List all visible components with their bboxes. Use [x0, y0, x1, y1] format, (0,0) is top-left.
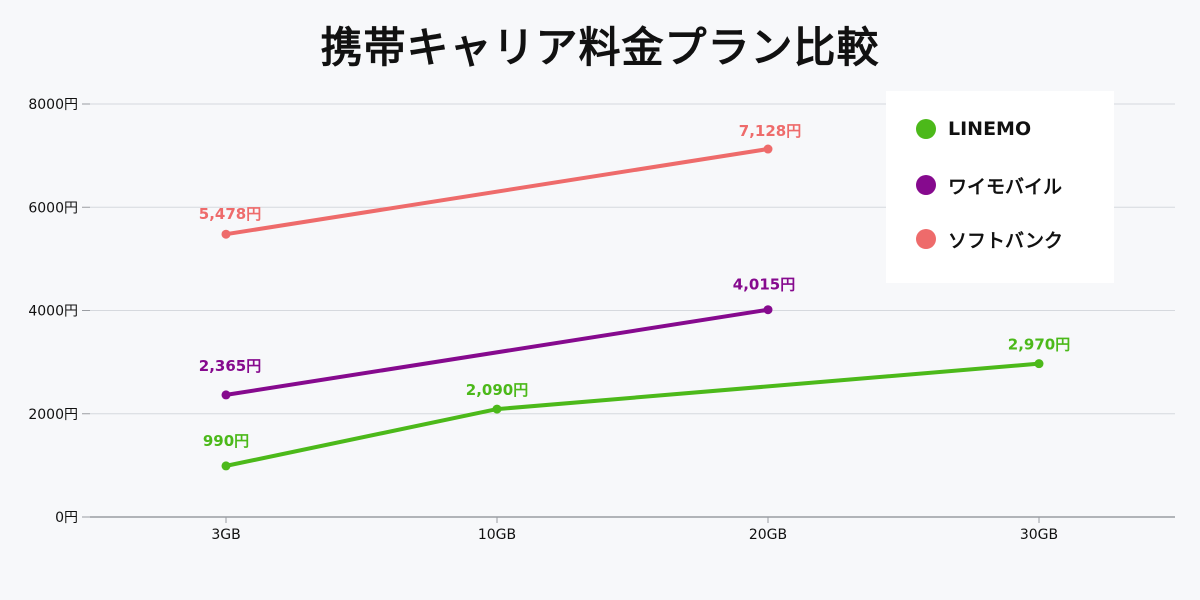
legend-swatch-softbank — [916, 229, 936, 249]
x-tick-label: 30GB — [1020, 527, 1058, 543]
x-tick-label: 20GB — [749, 527, 787, 543]
chart-title: 携帯キャリア料金プラン比較 — [320, 23, 880, 72]
y-tick-label: 6000円 — [28, 200, 78, 216]
y-tick-label: 0円 — [55, 510, 78, 526]
data-point — [763, 305, 773, 315]
series-line-0 — [224, 361, 1041, 468]
legend-item-softbank[interactable]: ソフトバンク — [916, 227, 1063, 252]
legend: LINEMO ワイモバイル ソフトバンク — [886, 91, 1114, 283]
data-point — [221, 229, 231, 239]
legend-swatch-ymobile — [916, 175, 936, 195]
data-label: 990円 — [203, 432, 249, 450]
legend-label-linemo: LINEMO — [948, 118, 1032, 140]
data-point — [492, 404, 502, 414]
y-tick-label: 2000円 — [28, 407, 78, 423]
legend-label-ymobile: ワイモバイル — [948, 175, 1063, 198]
data-point — [221, 461, 231, 471]
data-point — [221, 390, 231, 400]
legend-label-softbank: ソフトバンク — [948, 229, 1063, 252]
data-point — [1034, 359, 1044, 369]
data-label: 4,015円 — [733, 276, 795, 294]
x-tick-label: 3GB — [211, 527, 240, 543]
data-labels: 990円 2,090円 2,970円 2,365円 4,015円 5,478円 7,128円 — [199, 122, 1070, 450]
data-label: 2,090円 — [466, 381, 528, 399]
y-tick-label: 8000円 — [28, 97, 78, 113]
data-point — [763, 144, 773, 154]
legend-item-ymobile[interactable]: ワイモバイル — [916, 173, 1063, 198]
data-label: 2,970円 — [1008, 336, 1070, 354]
y-tick-label: 4000円 — [28, 304, 78, 320]
data-label: 5,478円 — [199, 205, 261, 223]
legend-swatch-linemo — [916, 119, 936, 139]
data-label: 7,128円 — [739, 122, 801, 140]
series-line-2 — [224, 147, 770, 237]
axes: 0円 2000円 4000円 6000円 8000円 3GB 10GB 20GB 30GB — [28, 97, 1175, 543]
x-tick-label: 10GB — [478, 527, 516, 543]
series-lines — [221, 144, 1044, 471]
legend-item-linemo[interactable]: LINEMO — [916, 117, 1031, 141]
data-label: 2,365円 — [199, 357, 261, 375]
series-line-1 — [224, 307, 770, 397]
